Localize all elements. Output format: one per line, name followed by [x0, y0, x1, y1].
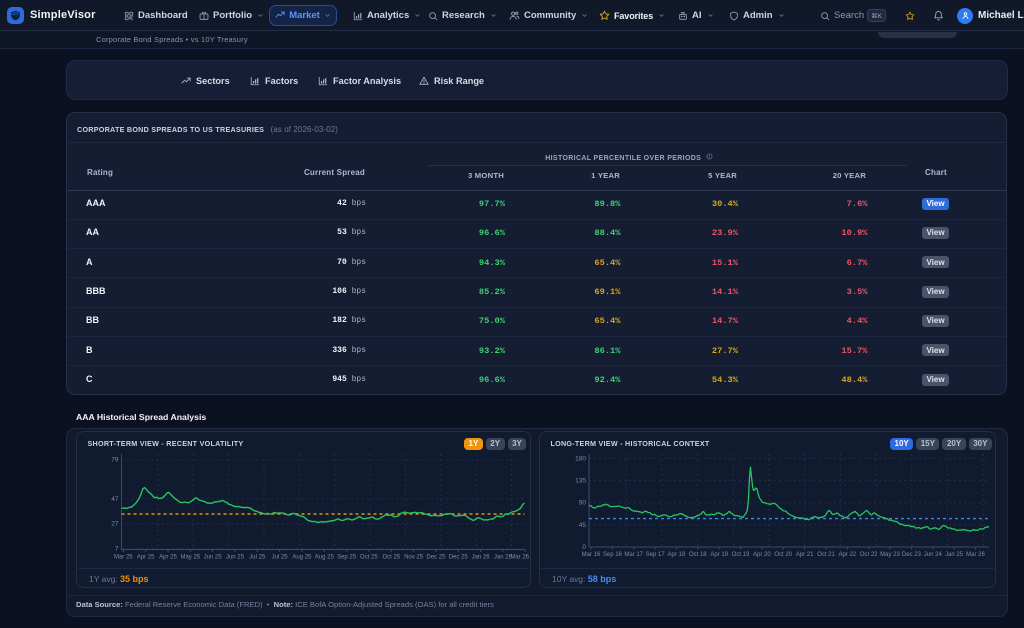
- svg-text:Mar 26: Mar 26: [966, 552, 985, 558]
- svg-text:Jan 26: Jan 26: [472, 555, 491, 561]
- svg-text:May 23: May 23: [880, 552, 900, 558]
- svg-text:Oct 19: Oct 19: [732, 552, 750, 558]
- svg-text:45: 45: [579, 522, 587, 529]
- svg-text:Oct 18: Oct 18: [689, 552, 707, 558]
- svg-text:Sep 17: Sep 17: [646, 552, 666, 558]
- svg-text:Oct 25: Oct 25: [382, 555, 400, 561]
- svg-text:Dec 25: Dec 25: [449, 555, 469, 561]
- svg-text:Oct 22: Oct 22: [860, 552, 878, 558]
- svg-text:Mar 16: Mar 16: [582, 552, 601, 558]
- svg-text:Oct 21: Oct 21: [817, 552, 835, 558]
- svg-text:Mar 26: Mar 26: [510, 555, 529, 561]
- svg-text:Jun 25: Jun 25: [226, 555, 245, 561]
- svg-text:Jul 25: Jul 25: [272, 555, 289, 561]
- svg-text:Oct 20: Oct 20: [774, 552, 792, 558]
- svg-text:Apr 18: Apr 18: [668, 552, 686, 558]
- svg-text:Dec 23: Dec 23: [902, 552, 922, 558]
- svg-text:Oct 25: Oct 25: [360, 555, 378, 561]
- svg-text:90: 90: [579, 500, 587, 507]
- svg-text:180: 180: [575, 455, 586, 462]
- svg-text:Aug 25: Aug 25: [315, 555, 335, 561]
- svg-text:7: 7: [115, 546, 119, 553]
- svg-text:Jan 25: Jan 25: [945, 552, 964, 558]
- svg-text:Sep 16: Sep 16: [603, 552, 623, 558]
- svg-text:Dec 25: Dec 25: [426, 555, 446, 561]
- svg-text:Apr 25: Apr 25: [137, 555, 155, 561]
- svg-text:Nov 25: Nov 25: [404, 555, 424, 561]
- svg-text:0: 0: [582, 544, 586, 551]
- svg-text:Mar 25: Mar 25: [114, 555, 133, 561]
- svg-text:Apr 25: Apr 25: [159, 555, 177, 561]
- svg-text:Apr 20: Apr 20: [753, 552, 771, 558]
- svg-text:Apr 22: Apr 22: [838, 552, 856, 558]
- svg-text:47: 47: [111, 496, 119, 503]
- svg-text:Jun 24: Jun 24: [924, 552, 943, 558]
- svg-text:Aug 25: Aug 25: [292, 555, 312, 561]
- svg-text:Apr 19: Apr 19: [710, 552, 728, 558]
- svg-text:Apr 21: Apr 21: [796, 552, 814, 558]
- svg-text:27: 27: [111, 521, 119, 528]
- svg-text:79: 79: [111, 457, 119, 464]
- svg-text:Sep 25: Sep 25: [337, 555, 357, 561]
- svg-text:Jul 25: Jul 25: [249, 555, 266, 561]
- svg-text:135: 135: [575, 478, 586, 485]
- svg-text:May 25: May 25: [180, 555, 200, 561]
- svg-text:Jun 25: Jun 25: [204, 555, 223, 561]
- svg-text:Mar 17: Mar 17: [624, 552, 643, 558]
- svg-text:Jan 26: Jan 26: [494, 555, 513, 561]
